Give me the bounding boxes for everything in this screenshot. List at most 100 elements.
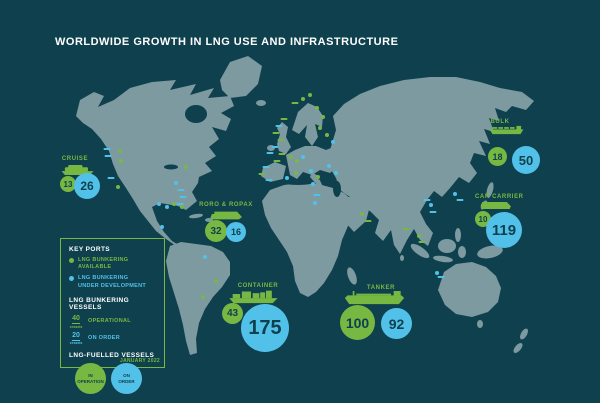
region-arabia [339, 196, 370, 232]
legend-development-row: LNG BUNKERING UNDER DEVELOPMENT [69, 275, 157, 290]
port-marker-available [258, 173, 266, 175]
tanker-operational-count: 100 [340, 305, 375, 340]
port-marker-under_development [453, 192, 457, 196]
port-marker-under_development [429, 203, 433, 207]
operational-vessels-number: 40 [72, 315, 80, 325]
port-marker-available [184, 165, 188, 169]
port-marker-under_development [423, 199, 431, 201]
island-iceland [256, 100, 266, 106]
legend-key-ports-title: KEY PORTS [69, 246, 111, 253]
legend-operational-row: 40 vessels OPERATIONAL [69, 315, 157, 329]
island-sri-lanka [400, 255, 404, 261]
island-new-guinea [477, 245, 503, 259]
bulk-onorder-count: 50 [512, 146, 540, 174]
port-marker-available [316, 175, 320, 179]
on-order-circle: ON ORDER [111, 363, 142, 395]
legend-operational-label: OPERATIONAL [88, 318, 131, 325]
legend-onorder-label: ON ORDER [88, 334, 121, 341]
bulk-label: BULK [490, 119, 510, 125]
continent-north-america [76, 80, 234, 266]
legend-development-line2: UNDER DEVELOPMENT [78, 282, 147, 289]
port-marker-under_development [157, 202, 161, 206]
roro-ropax-label: RORO & ROPAX [199, 202, 253, 208]
page-title: WORLDWIDE GROWTH IN LNG USE AND INFRASTR… [55, 36, 399, 48]
port-marker-under_development [176, 203, 184, 205]
continent-south-america [166, 242, 230, 355]
port-marker-available [315, 106, 319, 110]
legend-date: JANUARY 2022 [119, 358, 160, 364]
continent-asia [330, 77, 534, 254]
operational-vessels-count: 40 vessels [69, 315, 83, 329]
legend-fuelled-circles: IN OPERATION ON ORDER [75, 363, 157, 395]
port-marker-under_development [313, 201, 317, 205]
port-marker-under_development [266, 152, 274, 154]
port-marker-available [119, 159, 123, 163]
sea-caspian [333, 181, 341, 197]
island-uk [277, 122, 291, 154]
port-marker-available [116, 185, 120, 189]
container-ship-icon [229, 290, 278, 304]
port-marker-under_development [107, 177, 115, 179]
port-marker-under_development [435, 271, 439, 275]
roro-ship-icon [210, 211, 242, 220]
port-marker-under_development [301, 155, 305, 159]
port-marker-available [418, 241, 426, 243]
legend-available-label: LNG BUNKERING AVAILABLE [78, 257, 129, 271]
port-marker-under_development [331, 140, 335, 144]
region-italy [310, 172, 323, 187]
port-marker-available [180, 205, 184, 209]
port-marker-available [295, 159, 299, 163]
port-marker-under_development [103, 148, 111, 150]
legend-box: KEY PORTS LNG BUNKERING AVAILABLE LNG BU… [60, 238, 165, 395]
port-marker-under_development [177, 189, 185, 191]
port-marker-available [294, 171, 298, 175]
legend-onorder-row: 20 vessels ON ORDER [69, 332, 157, 346]
port-marker-available [402, 228, 410, 230]
port-marker-available [417, 234, 421, 238]
port-marker-available [280, 118, 288, 120]
legend-fuelled-vessels-title: LNG-FUELLED VESSELS [69, 352, 155, 360]
container-onorder-count: 175 [241, 304, 289, 352]
port-marker-under_development [437, 276, 445, 278]
bulk-operational-count: 18 [488, 147, 507, 166]
port-marker-available [278, 153, 286, 155]
port-marker-available [321, 115, 325, 119]
port-marker-available [172, 202, 176, 206]
operational-vessels-unit: vessels [69, 324, 83, 329]
onorder-vessels-number: 20 [72, 331, 80, 341]
continent-greenland [220, 56, 262, 98]
port-marker-under_development [429, 211, 437, 213]
port-marker-available [301, 97, 305, 101]
tanker-label: TANKER [366, 285, 396, 291]
onorder-vessels-unit: vessels [69, 341, 83, 346]
port-marker-available [289, 155, 293, 159]
island-cuba [189, 213, 203, 219]
legend-development-line1: LNG BUNKERING [78, 275, 129, 282]
port-marker-under_development [311, 182, 315, 186]
port-marker-available [201, 295, 205, 299]
car-carrier-ship-icon [480, 202, 511, 209]
port-marker-under_development [334, 171, 338, 175]
island-new-zealand-south [513, 343, 523, 353]
cruise-operational-count: 13 [60, 176, 76, 192]
port-marker-under_development [456, 199, 464, 201]
port-marker-under_development [104, 155, 112, 157]
container-operational-count: 43 [222, 303, 243, 324]
port-marker-available [272, 132, 280, 134]
island-java [433, 255, 453, 263]
port-marker-under_development [275, 125, 283, 127]
island-borneo [438, 239, 456, 253]
port-marker-under_development [262, 166, 270, 168]
region-scandinavia [292, 103, 323, 146]
cruise-onorder-count: 26 [74, 173, 100, 199]
port-marker-available [118, 149, 122, 153]
port-marker-under_development [327, 164, 331, 168]
roro-operational-count: 32 [205, 220, 227, 242]
legend-development-label: LNG BUNKERING UNDER DEVELOPMENT [78, 275, 146, 290]
port-marker-available [318, 126, 322, 130]
port-marker-under_development [309, 169, 313, 173]
sea-mediterranean [282, 179, 314, 185]
bulk-ship-icon [489, 125, 524, 135]
